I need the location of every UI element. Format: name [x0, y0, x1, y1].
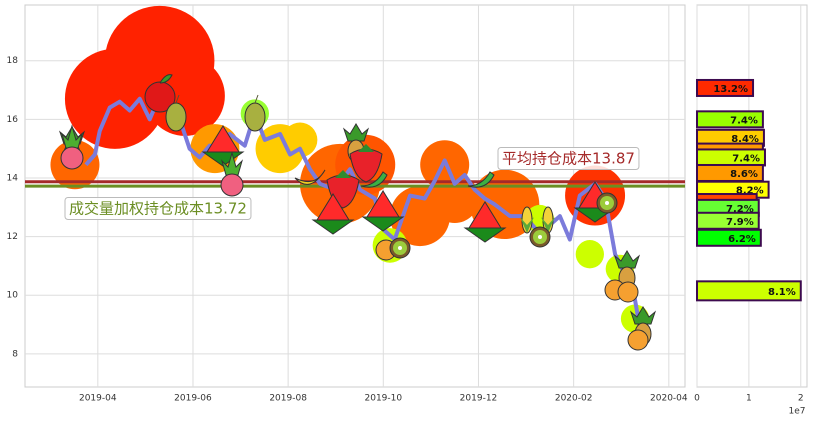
percent-label: 6.2% — [728, 234, 756, 245]
x-tick-label: 2019-06 — [174, 394, 212, 404]
volume-bubble — [282, 122, 318, 158]
fruit-part — [60, 124, 84, 149]
y-tick-label: 14 — [7, 173, 19, 183]
volume-bar — [696, 211, 760, 230]
fruit-part — [468, 201, 502, 229]
y-tick-label: 8 — [12, 349, 18, 359]
fruit-part — [335, 170, 351, 178]
fruit-part — [358, 144, 374, 152]
x-tick-label: 2019-10 — [365, 394, 403, 404]
fruit-part — [165, 102, 187, 132]
fruit-part — [360, 171, 388, 188]
percent-label: 8.2% — [736, 186, 764, 197]
fruit-part — [159, 74, 173, 84]
y-tick-label: 16 — [7, 115, 19, 125]
volume-bar — [696, 280, 802, 302]
fruit-part — [366, 190, 400, 218]
volume-bar — [696, 110, 764, 129]
fruit-part — [629, 306, 657, 325]
percent-label: 7.9% — [726, 217, 754, 228]
fruit-part — [254, 94, 259, 104]
percent-label: 8.4% — [731, 134, 759, 145]
fruit-part — [342, 123, 370, 142]
volume-bar — [696, 228, 762, 247]
fruit-part — [617, 281, 639, 303]
fruit-part — [206, 125, 240, 153]
volume-bubble — [144, 55, 225, 136]
side-bars: 13.2%7.4%8.4%8.5%7.4%8.6%8.2%9.0%7.2%7.9… — [696, 78, 802, 302]
fruit-part — [398, 246, 402, 250]
x-tick-label: 1 — [746, 394, 752, 404]
fruit-part — [220, 151, 244, 176]
x-tick-label: 2 — [798, 394, 804, 404]
percent-label: 8.6% — [730, 169, 758, 180]
fruit-part — [538, 235, 542, 239]
x-tick-label: 2019-08 — [269, 394, 307, 404]
fruit-part — [605, 201, 609, 205]
fruit-part — [613, 250, 641, 269]
volume-bubble — [575, 240, 604, 269]
annotation-label: 平均持仓成本13.87 — [502, 150, 635, 168]
x-tick-label: 2019-12 — [460, 394, 498, 404]
fruit-part — [316, 193, 350, 221]
percent-label: 13.2% — [713, 84, 748, 95]
offset-label: 1e7 — [789, 407, 806, 417]
fruit-part — [294, 169, 326, 185]
x-tick-label: 2020-02 — [555, 394, 593, 404]
percent-label: 7.2% — [726, 204, 754, 215]
annotation-label: 成交量加权持仓成本13.72 — [69, 200, 247, 218]
annotation-box — [64, 197, 252, 220]
fruit-part — [144, 81, 176, 113]
fruit-part — [467, 171, 495, 188]
percent-label: 8.1% — [768, 287, 796, 298]
fruit-part — [520, 217, 534, 233]
fruit-part — [541, 217, 555, 233]
fruit-part — [60, 146, 84, 170]
percent-label: 7.4% — [730, 115, 758, 126]
fruit-part — [627, 329, 649, 351]
y-tick-label: 12 — [7, 232, 18, 242]
annotations: 平均持仓成本13.87 成交量加权持仓成本13.72 — [64, 147, 640, 220]
y-tick-label: 10 — [7, 291, 19, 301]
annotation-box — [497, 147, 640, 170]
percent-label: 7.4% — [732, 153, 760, 164]
y-tick-label: 18 — [7, 56, 19, 66]
fruit-part — [244, 102, 266, 132]
x-tick-label: 0 — [694, 394, 700, 404]
fruit-part — [175, 94, 180, 104]
volume-bar — [696, 78, 755, 97]
fruit-part — [220, 173, 244, 197]
x-tick-label: 2019-04 — [79, 394, 117, 404]
fruit-icons — [58, 74, 657, 351]
x-tick-label: 2020-04 — [650, 394, 688, 404]
